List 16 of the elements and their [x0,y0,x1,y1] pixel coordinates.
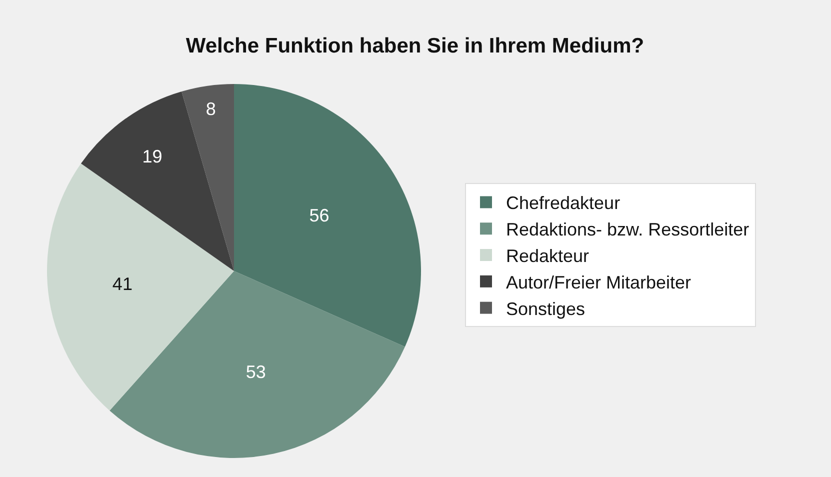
data-label: 56 [309,206,330,226]
legend-label: Redaktions- bzw. Ressortleiter [506,220,750,240]
data-label: 53 [246,362,266,382]
pie-slice [110,271,405,458]
pie-slice [47,164,234,411]
legend-label: Sonstiges [506,298,586,319]
data-label: 8 [206,98,216,119]
pie-slice [80,91,234,271]
chart-title: Welche Funktion haben Sie in Ihrem Medium? [186,34,644,58]
data-label: 41 [112,274,132,294]
data-label: 19 [142,146,162,167]
legend-label: Autor/Freier Mitarbeiter [506,272,692,292]
pie-slice [182,84,234,271]
pie-slice [234,84,421,347]
legend-label: Redakteur [506,246,590,266]
legend-label: Chefredakteur [506,193,620,214]
